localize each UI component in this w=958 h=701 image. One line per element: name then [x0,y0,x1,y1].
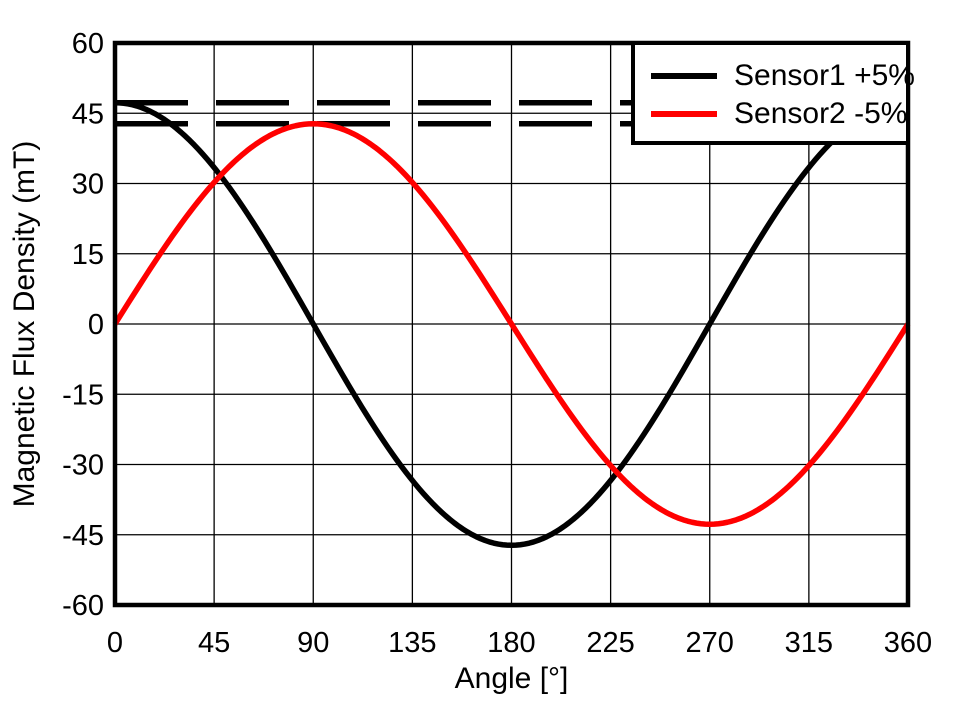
y-tick-label: -15 [62,379,104,411]
y-tick-label: 60 [72,28,104,60]
series-line-2 [112,121,911,527]
tick-labels: -60 -45 -30 -15 0 15 30 45 60 0 45 90 135 180 225 270 31… [62,28,932,659]
series-line-1 [114,99,909,549]
x-tick-label: 45 [198,627,230,659]
x-axis-title: Angle [°] [454,662,569,695]
x-tick-label: 0 [107,627,123,659]
x-tick-label: 135 [388,627,436,659]
x-tick-label: 360 [884,627,932,659]
y-axis-title: Magnetic Flux Density (mT) [8,140,41,508]
x-tick-label: 90 [297,627,329,659]
legend-line-swatch-sensor1 [651,73,717,79]
plot-border [112,40,911,608]
y-tick-label: -60 [62,590,104,622]
legend-label-sensor1: Sensor1 +5% [734,59,915,92]
y-tick-label: 0 [88,309,104,341]
y-tick-label: 45 [72,98,104,130]
y-tick-label: 15 [72,239,104,271]
legend-label-sensor2: Sensor2 -5% [734,97,908,130]
legend-box: Sensor1 +5% Sensor2 -5% [631,41,915,145]
y-tick-label: -45 [62,520,104,552]
x-tick-label: 225 [586,627,634,659]
x-tick-label: 315 [785,627,833,659]
legend-item-sensor2: Sensor2 -5% [651,97,908,131]
legend-line-swatch-sensor2 [651,111,717,117]
x-tick-label: 270 [686,627,734,659]
x-tick-label: 180 [487,627,535,659]
y-tick-label: -30 [62,450,104,482]
y-tick-label: 30 [72,169,104,201]
legend-item-sensor1: Sensor1 +5% [651,59,915,93]
